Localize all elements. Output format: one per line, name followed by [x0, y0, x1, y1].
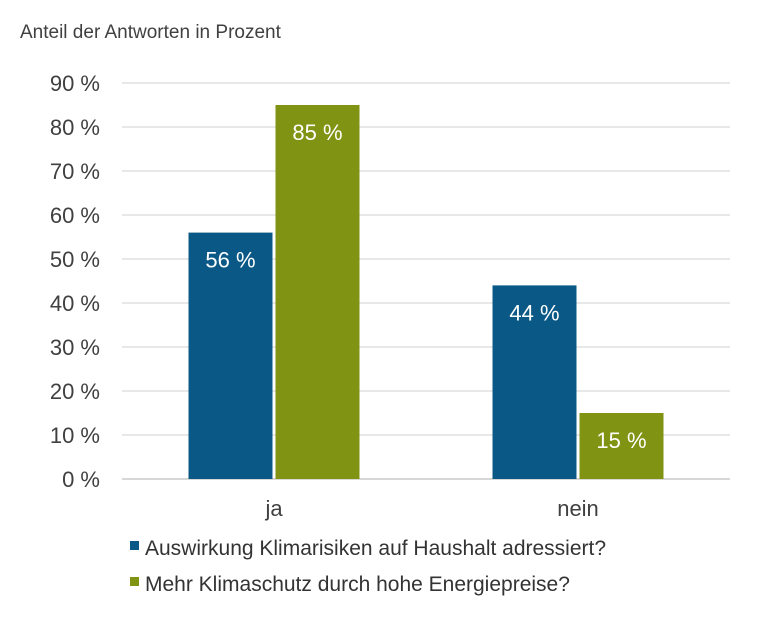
bar-data-label: 85 % — [292, 120, 342, 145]
y-tick-label: 70 % — [50, 159, 100, 184]
y-axis-ticks: 0 % 10 % 20 % 30 % 40 % 50 % 60 % 70 % 80 % 90 % — [50, 71, 100, 492]
bar — [188, 232, 273, 479]
y-tick-label: 60 % — [50, 203, 100, 228]
legend-entry-label: Auswirkung Klimarisiken auf Haushalt adr… — [145, 537, 606, 560]
legend: Auswirkung Klimarisiken auf Haushalt adr… — [130, 537, 606, 596]
bar — [492, 285, 577, 479]
bar — [579, 413, 664, 479]
bar-data-labels: 56 % 85 % 44 % 15 % — [205, 120, 646, 453]
bar-data-label: 15 % — [596, 428, 646, 453]
legend-swatch — [130, 541, 139, 550]
y-tick-label: 30 % — [50, 335, 100, 360]
y-tick-label: 80 % — [50, 115, 100, 140]
y-tick-label: 10 % — [50, 423, 100, 448]
bar-data-label: 56 % — [205, 248, 255, 273]
y-tick-label: 90 % — [50, 71, 100, 96]
x-axis-categories: ja nein — [264, 496, 598, 521]
y-axis-title: Anteil der Antworten in Prozent — [20, 22, 282, 43]
y-tick-label: 20 % — [50, 379, 100, 404]
x-category-label: ja — [264, 496, 283, 521]
y-tick-label: 50 % — [50, 247, 100, 272]
y-tick-label: 40 % — [50, 291, 100, 316]
bar — [275, 105, 360, 479]
x-category-label: nein — [557, 496, 599, 521]
legend-entry-label: Mehr Klimaschutz durch hohe Energiepreis… — [145, 573, 570, 596]
legend-swatch — [130, 577, 139, 586]
bar-data-label: 44 % — [509, 300, 559, 325]
y-tick-label: 0 % — [62, 467, 100, 492]
bars — [188, 105, 664, 479]
